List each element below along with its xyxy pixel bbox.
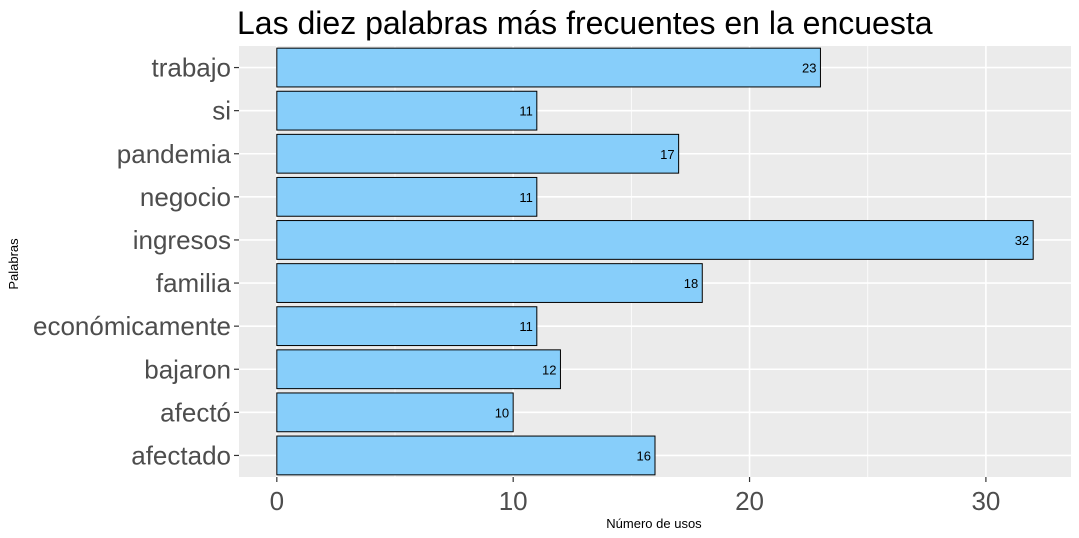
bars [276, 47, 1034, 476]
bar-value-label: 18 [684, 276, 698, 291]
bar-labels: 23 11 17 11 32 18 11 12 10 16 [495, 61, 1029, 464]
y-tick-label: familia [156, 268, 232, 298]
x-tick-label: 20 [735, 486, 764, 516]
y-tick-label: si [212, 96, 231, 126]
y-tick-label: pandemia [117, 139, 232, 169]
y-tick-label: afectó [160, 397, 231, 427]
bar-value-label: 17 [660, 147, 674, 162]
x-axis-title: Número de usos [606, 516, 702, 531]
x-tick-label: 30 [971, 486, 1000, 516]
bar [276, 392, 514, 433]
y-axis-ticks: trabajo si pandemia negocio ingresos familia e… [33, 53, 239, 470]
y-tick-label: ingresos [133, 225, 231, 255]
x-axis-ticks: 0 10 20 30 [270, 477, 1000, 516]
bar-value-label: 11 [519, 319, 533, 334]
bar [276, 435, 656, 476]
y-tick-label: trabajo [152, 53, 232, 83]
bar-value-label: 12 [542, 362, 556, 377]
bar [276, 90, 538, 131]
bar-value-label: 10 [495, 405, 509, 420]
bar-value-label: 11 [519, 104, 533, 119]
bar [276, 133, 680, 174]
bar-value-label: 16 [637, 448, 651, 463]
bar [276, 349, 561, 390]
y-tick-label: bajaron [144, 354, 231, 384]
y-tick-label: negocio [140, 182, 231, 212]
bar-value-label: 23 [802, 61, 816, 76]
y-axis-title: Palabras [6, 238, 21, 290]
bar-value-label: 32 [1015, 233, 1029, 248]
bar [276, 306, 538, 347]
bar [276, 47, 821, 88]
bar [276, 263, 703, 303]
y-tick-label: económicamente [33, 311, 231, 341]
x-tick-label: 0 [270, 486, 284, 516]
x-tick-label: 10 [499, 486, 528, 516]
bar [276, 176, 538, 217]
y-tick-label: afectado [131, 440, 231, 470]
bar-value-label: 11 [519, 190, 533, 205]
chart-title: Las diez palabras más frecuentes en la e… [237, 5, 933, 41]
bar [276, 220, 1034, 260]
